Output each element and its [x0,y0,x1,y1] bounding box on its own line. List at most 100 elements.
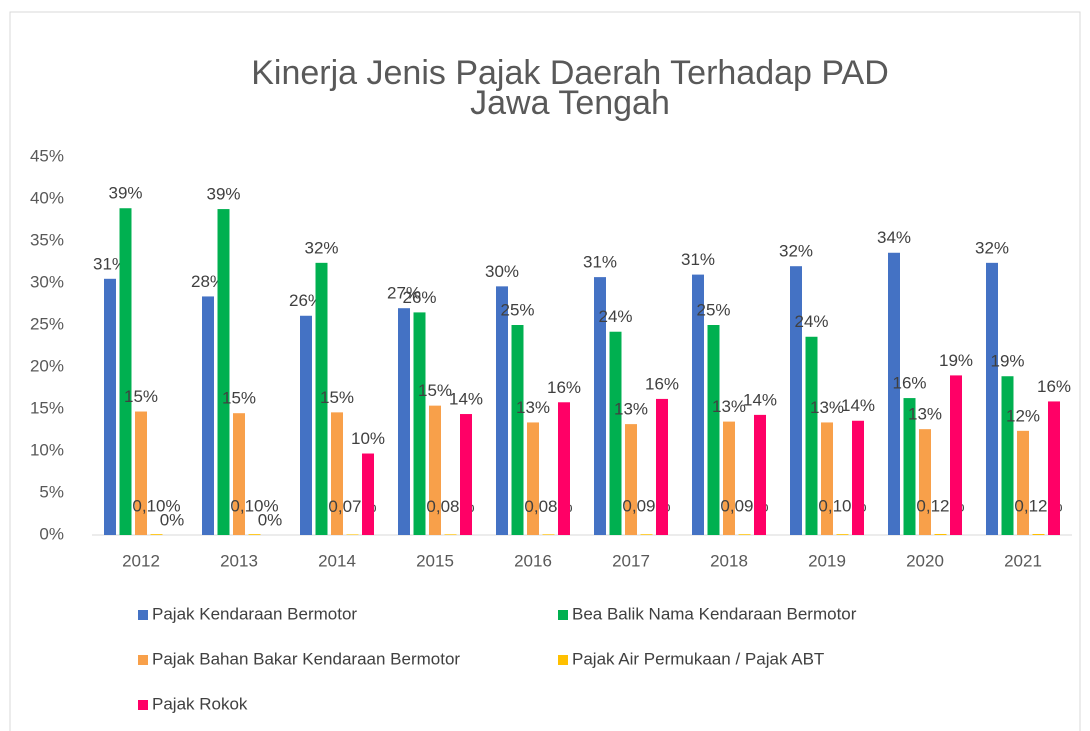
bar [805,336,818,535]
bar [398,308,410,535]
data-label: 0% [160,510,185,529]
bar [1001,376,1014,535]
y-tick-label: 5% [39,482,64,501]
data-label: 31% [583,253,617,272]
bar [754,414,766,535]
bar [511,325,524,535]
data-label: 24% [598,307,632,326]
bar [852,420,864,535]
bar [315,262,328,535]
bar [558,402,570,535]
x-tick-label: 2021 [1004,551,1042,570]
data-label: 31% [93,254,127,273]
bar [527,422,539,535]
data-label: 10% [351,429,385,448]
y-tick-label: 25% [30,314,64,333]
data-label: 16% [1037,377,1071,396]
data-label: 19% [990,352,1024,371]
legend-swatch [138,610,148,620]
data-label: 19% [939,351,973,370]
y-tick-label: 10% [30,440,64,459]
bar [1017,430,1029,535]
x-tick-label: 2015 [416,551,454,570]
data-label: 0,10% [132,497,180,516]
bar [217,209,230,535]
y-tick-label: 30% [30,272,64,291]
legend-label: Pajak Air Permukaan / Pajak ABT [572,649,824,668]
data-label: 12% [1006,406,1040,425]
data-label: 32% [779,242,813,261]
y-tick-label: 15% [30,398,64,417]
y-tick-label: 40% [30,188,64,207]
x-tick-label: 2017 [612,551,650,570]
bar [836,534,849,535]
bar [986,262,998,535]
bar [202,296,214,535]
bar [625,424,637,535]
chart-border [9,11,1081,731]
legend-label: Bea Balik Nama Kendaraan Bermotor [572,604,857,623]
bar [429,405,441,535]
data-label: 39% [206,185,240,204]
data-label: 25% [696,300,730,319]
y-tick-label: 0% [39,524,64,543]
bar [135,411,147,535]
y-tick-label: 45% [30,146,64,165]
bar [707,325,720,535]
data-label: 34% [877,228,911,247]
bar [692,274,704,535]
legend-label: Pajak Rokok [152,694,248,713]
bar [594,277,606,535]
bar [790,266,802,535]
data-label: 13% [908,405,942,424]
bar [331,412,343,535]
data-label: 16% [645,374,679,393]
bar [119,208,132,536]
bar [738,534,751,535]
x-tick-label: 2018 [710,551,748,570]
bar [300,315,312,535]
data-label: 13% [712,397,746,416]
data-label: 32% [975,238,1009,257]
data-label: 15% [222,389,256,408]
bar [362,453,374,535]
bar [888,252,900,535]
bar [934,533,947,535]
legend-swatch [138,655,148,665]
bar [723,421,735,535]
data-label: 15% [320,388,354,407]
data-label: 13% [516,398,550,417]
legend-label: Pajak Bahan Bakar Kendaraan Bermotor [152,649,460,668]
bar [903,398,916,535]
bar [821,422,833,535]
bar [1032,533,1045,535]
bar [233,413,245,535]
bar [248,534,261,535]
legend-swatch [558,610,568,620]
x-tick-label: 2013 [220,551,258,570]
data-label: 16% [547,378,581,397]
x-tick-label: 2012 [122,551,160,570]
x-tick-label: 2016 [514,551,552,570]
legend-label: Pajak Kendaraan Bermotor [152,604,357,623]
data-label: 31% [681,250,715,269]
data-label: 13% [810,398,844,417]
bar [542,534,555,535]
bar [656,398,668,535]
data-label: 13% [614,400,648,419]
legend-swatch [558,655,568,665]
bar [1048,401,1060,535]
data-label: 32% [304,238,338,257]
bar [346,534,359,535]
data-label: 15% [418,381,452,400]
y-tick-label: 20% [30,356,64,375]
bar [950,375,962,535]
data-label: 0% [258,510,283,529]
bar [609,331,622,535]
bar [460,414,472,535]
y-tick-label: 35% [30,230,64,249]
data-label: 25% [500,300,534,319]
legend-swatch [138,700,148,710]
data-label: 16% [892,374,926,393]
